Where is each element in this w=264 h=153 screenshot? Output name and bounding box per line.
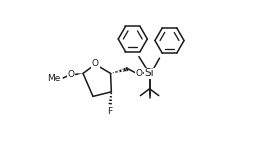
Text: F: F: [107, 107, 112, 116]
Text: O: O: [92, 59, 99, 68]
Polygon shape: [77, 73, 83, 75]
Text: O: O: [135, 69, 142, 78]
Text: Si: Si: [145, 68, 154, 78]
Text: Me: Me: [48, 74, 61, 83]
Text: O: O: [68, 71, 75, 79]
